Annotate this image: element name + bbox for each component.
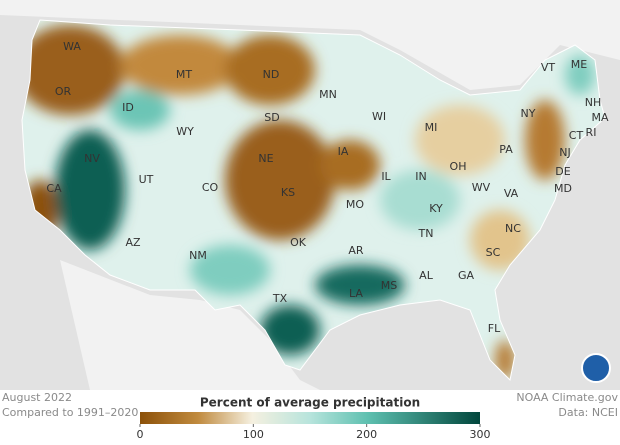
state-label: SD — [264, 111, 279, 124]
state-label: DE — [555, 165, 570, 178]
baseline: Compared to 1991–2020 — [2, 406, 138, 419]
state-label: FL — [488, 322, 501, 335]
state-label: MS — [381, 279, 397, 292]
state-label: AL — [419, 269, 434, 282]
state-label: NM — [189, 249, 207, 262]
state-label: KS — [281, 186, 295, 199]
state-label: ME — [571, 58, 587, 71]
state-label: RI — [586, 126, 597, 139]
state-label: NE — [258, 152, 273, 165]
state-label: ND — [263, 68, 280, 81]
source: Data: NCEI — [558, 406, 618, 419]
state-label: IN — [415, 170, 426, 183]
colorbar-tick-label: 300 — [470, 428, 491, 441]
state-label: ID — [122, 101, 134, 114]
state-label: GA — [458, 269, 475, 282]
state-label: MO — [346, 198, 364, 211]
noaa-logo — [581, 353, 611, 383]
state-label: NH — [585, 96, 602, 109]
state-label: CO — [202, 181, 219, 194]
state-label: NY — [521, 107, 536, 120]
state-label: TN — [418, 227, 434, 240]
legend-title: Percent of average precipitation — [200, 396, 420, 410]
state-label: AZ — [125, 236, 141, 249]
state-label: CT — [569, 129, 584, 142]
state-label: VT — [541, 61, 556, 74]
colorbar-tick-label: 200 — [356, 428, 377, 441]
state-label: WV — [472, 181, 491, 194]
state-labels: WA MT ND VT ME OR MN NH ID SD WI MI NY MA WY CT RI PA NJ IA… — [46, 40, 609, 335]
state-label: WI — [372, 110, 386, 123]
state-label: NV — [84, 152, 100, 165]
state-label: OK — [290, 236, 307, 249]
credit: NOAA Climate.gov — [516, 391, 618, 404]
state-label: OH — [450, 160, 467, 173]
state-label: TX — [272, 292, 288, 305]
state-label: NJ — [559, 146, 570, 159]
colorbar — [140, 412, 480, 424]
state-label: MD — [554, 182, 572, 195]
state-label: UT — [139, 173, 154, 186]
canada — [0, 0, 620, 90]
state-label: MN — [319, 88, 337, 101]
state-label: OR — [55, 85, 72, 98]
state-label: MI — [425, 121, 438, 134]
colorbar-tick-label: 100 — [243, 428, 264, 441]
colorbar-tick-label: 0 — [137, 428, 144, 441]
state-label: IA — [338, 145, 349, 158]
mexico — [60, 260, 320, 390]
state-label: AR — [348, 244, 364, 257]
state-label: KY — [429, 202, 443, 215]
state-label: WA — [63, 40, 81, 53]
state-label: VA — [504, 187, 519, 200]
date: August 2022 — [2, 391, 72, 404]
state-label: NC — [505, 222, 521, 235]
state-label: WY — [176, 125, 194, 138]
state-label: CA — [46, 182, 62, 195]
precip-field — [22, 20, 605, 380]
state-label: IL — [381, 170, 391, 183]
state-label: SC — [486, 246, 501, 259]
state-label: MA — [591, 111, 608, 124]
state-label: LA — [349, 287, 363, 300]
state-label: MT — [176, 68, 192, 81]
state-label: PA — [499, 143, 513, 156]
